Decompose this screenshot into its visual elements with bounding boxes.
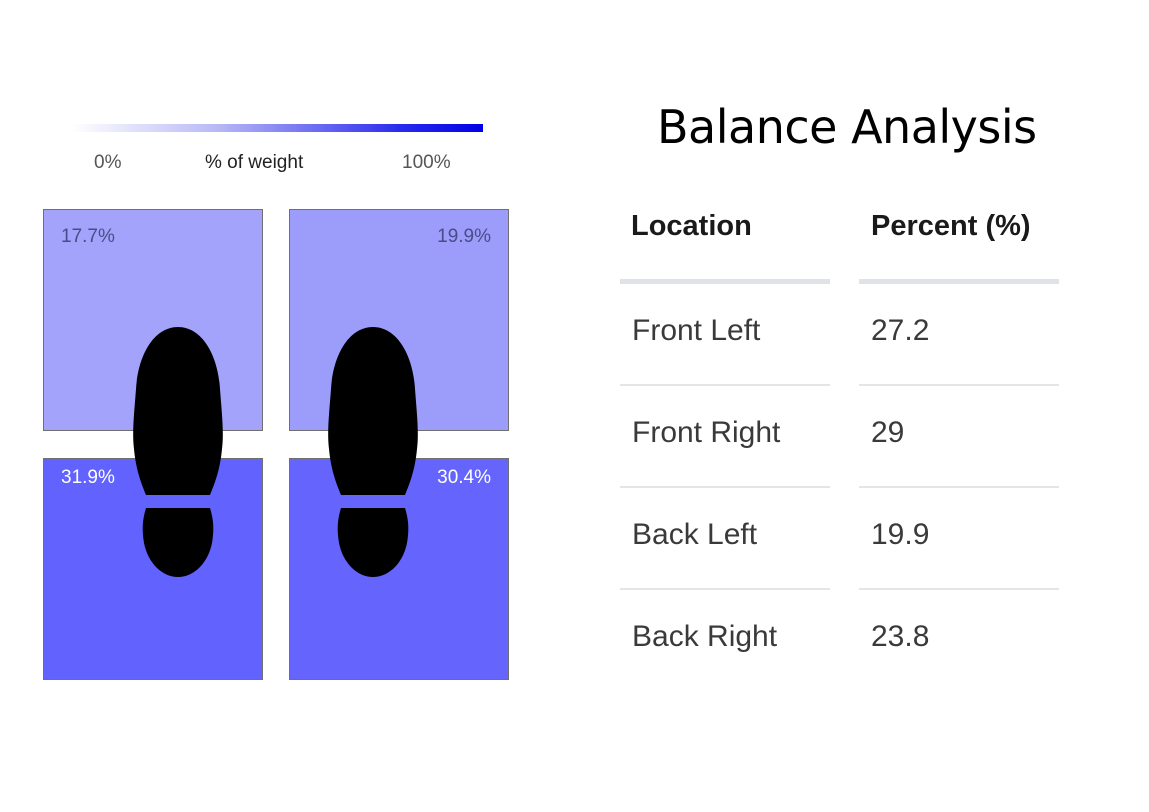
- cell-location: Back Right: [632, 620, 778, 653]
- header-divider: [620, 279, 830, 284]
- right-footprint-icon: [328, 327, 418, 577]
- header-divider: [859, 279, 1059, 284]
- table-row: Front Right 29: [620, 386, 1060, 488]
- table-row: Front Left 27.2: [620, 284, 1060, 386]
- legend-min-label: 0%: [94, 152, 122, 173]
- quadrant-value: 31.9%: [61, 467, 115, 488]
- cell-percent: 29: [871, 416, 905, 449]
- column-header-location: Location: [631, 210, 752, 242]
- row-divider: [859, 588, 1059, 590]
- left-footprint-icon: [133, 327, 223, 577]
- row-divider: [620, 486, 830, 488]
- table-row: Back Left 19.9: [620, 488, 1060, 590]
- quadrant-back-left: 31.9%: [43, 458, 263, 680]
- cell-percent: 27.2: [871, 314, 930, 347]
- quadrant-value: 30.4%: [437, 467, 491, 488]
- cell-percent: 23.8: [871, 620, 930, 653]
- row-divider: [620, 384, 830, 386]
- column-header-percent: Percent (%): [871, 210, 1031, 242]
- cell-location: Back Left: [632, 518, 758, 551]
- row-divider: [620, 588, 830, 590]
- quadrant-value: 17.7%: [61, 226, 115, 247]
- cell-location: Front Right: [632, 416, 781, 449]
- legend-gradient-bar: [72, 124, 483, 132]
- page-title: Balance Analysis: [657, 100, 1037, 154]
- quadrant-value: 19.9%: [437, 226, 491, 247]
- row-divider: [859, 384, 1059, 386]
- quadrant-front-left: 17.7%: [43, 209, 263, 431]
- legend-max-label: 100%: [402, 152, 451, 173]
- legend-title: % of weight: [205, 152, 304, 173]
- row-divider: [859, 486, 1059, 488]
- cell-location: Front Left: [632, 314, 761, 347]
- table-row: Back Right 23.8: [620, 590, 1060, 680]
- cell-percent: 19.9: [871, 518, 930, 551]
